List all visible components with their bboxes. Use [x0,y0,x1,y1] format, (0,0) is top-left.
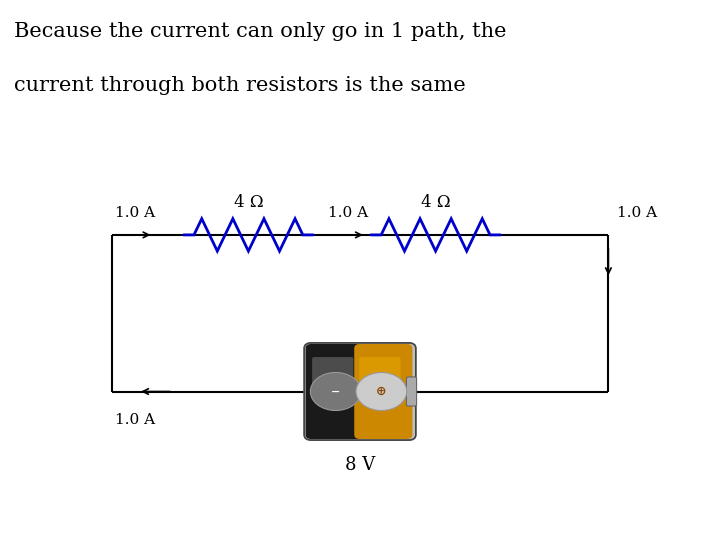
FancyBboxPatch shape [406,377,417,406]
Text: 1.0 A: 1.0 A [617,206,657,220]
Text: Because the current can only go in 1 path, the: Because the current can only go in 1 pat… [14,22,507,40]
Circle shape [310,373,361,410]
FancyBboxPatch shape [304,343,416,440]
FancyBboxPatch shape [359,357,400,384]
Text: 8 V: 8 V [345,456,375,474]
FancyBboxPatch shape [354,344,413,439]
Text: ⊕: ⊕ [376,385,387,398]
FancyBboxPatch shape [312,357,354,384]
FancyBboxPatch shape [305,344,366,439]
Text: 1.0 A: 1.0 A [328,206,368,220]
Circle shape [356,373,407,410]
Text: −: − [331,387,341,396]
Text: current through both resistors is the same: current through both resistors is the sa… [14,76,466,94]
Text: 4 Ω: 4 Ω [233,194,264,211]
Text: 1.0 A: 1.0 A [115,206,156,220]
Text: 1.0 A: 1.0 A [115,413,156,427]
Text: 4 Ω: 4 Ω [420,194,451,211]
